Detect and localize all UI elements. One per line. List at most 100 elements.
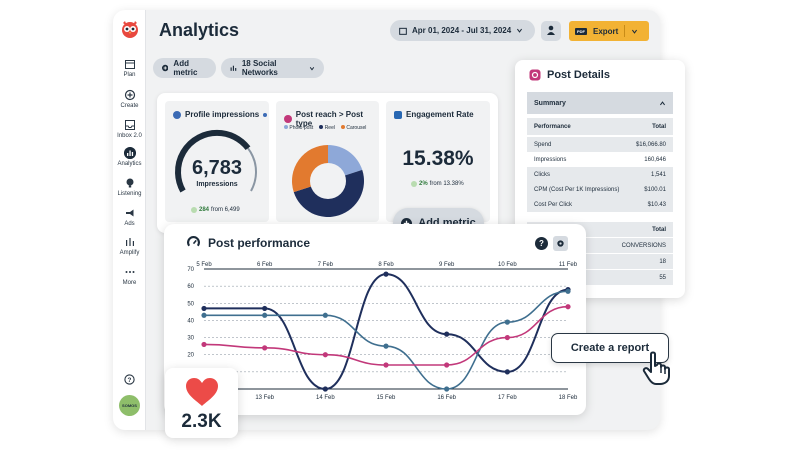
facebook-icon [173, 110, 181, 119]
calendar-icon [399, 27, 407, 35]
sidebar-item-ads[interactable]: Ads [113, 207, 146, 227]
engagement-change: 2% from 13.38% [411, 181, 464, 187]
amplify-icon [125, 238, 134, 246]
x-tick-label: 18 Feb [559, 395, 578, 401]
row-label: Impressions [534, 156, 567, 163]
metric-cards-panel: Profile impressions 6,783 Impressions 28… [157, 93, 498, 233]
engagement-rate-card[interactable]: Engagement Rate 15.38% 2% from 13.38% [386, 101, 490, 222]
post-reach-card[interactable]: Post reach > Post type Photo post Reel C… [276, 101, 379, 222]
row-value: $16,066.80 [635, 141, 666, 148]
impressions-change: 284 from 6,499 [191, 207, 240, 213]
heart-icon [186, 378, 218, 406]
data-point [262, 305, 268, 312]
post-details-header: Post Details [529, 69, 610, 81]
change-from: from 6,499 [211, 207, 240, 213]
sidebar-item-plan[interactable]: Plan [113, 58, 146, 78]
data-point [444, 331, 450, 337]
data-point [201, 312, 207, 318]
help-icon[interactable]: ? [535, 237, 548, 250]
top-tick-label: 7 Feb [318, 262, 334, 268]
sidebar-item-label: Create [120, 103, 139, 109]
legend-swatch [319, 125, 324, 129]
instagram-icon [284, 115, 292, 123]
sidebar-item-amplify[interactable]: Amplify [113, 236, 146, 256]
create-report-button[interactable]: Create a report [551, 333, 669, 363]
y-tick-label: 70 [187, 267, 194, 273]
data-point [322, 352, 328, 358]
sidebar-item-analytics[interactable]: Analytics [113, 147, 146, 167]
settings-button[interactable] [553, 236, 568, 251]
data-point [201, 305, 207, 312]
sidebar-item-label: More [122, 280, 137, 286]
chevron-down-icon [632, 29, 638, 34]
change-value: 2% [419, 181, 428, 187]
plus-circle-icon [162, 64, 169, 72]
post-type-donut [292, 145, 364, 217]
social-networks-dropdown[interactable]: 18 Social Networks [221, 58, 324, 78]
x-tick-label: 13 Feb [255, 395, 274, 401]
data-point [262, 345, 268, 351]
summary-section[interactable]: Summary [527, 92, 673, 114]
gear-icon [557, 240, 564, 247]
row-value: 55 [659, 274, 666, 281]
table-row: CPM (Cost Per 1K Impressions) $100.01 [527, 182, 673, 197]
sidebar-item-inbox[interactable]: Inbox 2.0 [113, 119, 146, 139]
legend-label: Reel [324, 125, 335, 131]
impressions-label: Impressions [196, 181, 238, 188]
calendar-icon [124, 60, 135, 69]
summary-label: Summary [534, 99, 566, 107]
sidebar-item-label: Amplify [119, 250, 140, 256]
sidebar: Plan Create Inbox 2.0 Analytics Listenin… [113, 10, 146, 430]
export-button[interactable]: PDF Export [569, 21, 649, 41]
bar-chart-icon [123, 147, 136, 159]
y-tick-label: 30 [187, 336, 194, 342]
table-row: Impressions 160,646 [527, 152, 673, 167]
date-range-picker[interactable]: Apr 01, 2024 - Jul 31, 2024 [390, 20, 535, 41]
megaphone-icon [125, 209, 133, 217]
inbox-icon [124, 120, 135, 130]
avatar[interactable]: SOMOS [119, 395, 140, 416]
plus-circle-icon [124, 89, 135, 101]
legend-label: Carousel [346, 125, 367, 131]
user-button[interactable] [541, 21, 561, 41]
more-icon [125, 271, 134, 273]
series-line [204, 290, 569, 390]
y-tick-label: 40 [187, 318, 194, 324]
row-value: 160,646 [644, 156, 666, 163]
legend-item: Reel [319, 125, 335, 131]
chevron-up-icon [659, 100, 666, 105]
table-row: Clicks 1,541 [527, 167, 673, 182]
svg-text:?: ? [128, 377, 132, 384]
x-tick-label: 15 Feb [377, 395, 396, 401]
row-value: 1,541 [650, 171, 666, 178]
sidebar-item-label: Ads [124, 221, 135, 227]
networks-label: 18 Social Networks [241, 59, 278, 77]
engagement-title: Engagement Rate [406, 110, 474, 119]
arrow-up-icon [191, 207, 197, 213]
chevron-down-icon [517, 28, 523, 33]
card-title: Engagement Rate [394, 110, 474, 119]
gauge-icon [187, 236, 200, 247]
row-value: $10.43 [647, 201, 666, 208]
sidebar-item-create[interactable]: Create [113, 89, 146, 109]
chevron-down-icon [309, 66, 315, 70]
hootsuite-logo-icon [122, 21, 138, 38]
question-icon[interactable]: ? [124, 374, 135, 385]
sidebar-item-listening[interactable]: Listening [113, 177, 146, 197]
gauge-fill [175, 129, 259, 193]
add-metric-button[interactable]: Add metric [153, 58, 216, 78]
top-tick-label: 5 Feb [196, 262, 212, 268]
arrow-up-icon [411, 181, 417, 187]
data-point [383, 343, 389, 349]
sidebar-item-more[interactable]: More [113, 266, 146, 286]
row-value: CONVERSIONS [621, 242, 666, 249]
legend-swatch [284, 125, 288, 129]
card-title: Post reach > Post type [284, 110, 379, 128]
instagram-icon [529, 69, 541, 81]
data-point [262, 312, 268, 318]
profile-impressions-card[interactable]: Profile impressions 6,783 Impressions 28… [165, 101, 269, 222]
top-tick-label: 9 Feb [439, 262, 455, 268]
post-details-title: Post Details [547, 69, 610, 81]
y-tick-label: 20 [187, 353, 194, 359]
data-point [322, 312, 328, 318]
